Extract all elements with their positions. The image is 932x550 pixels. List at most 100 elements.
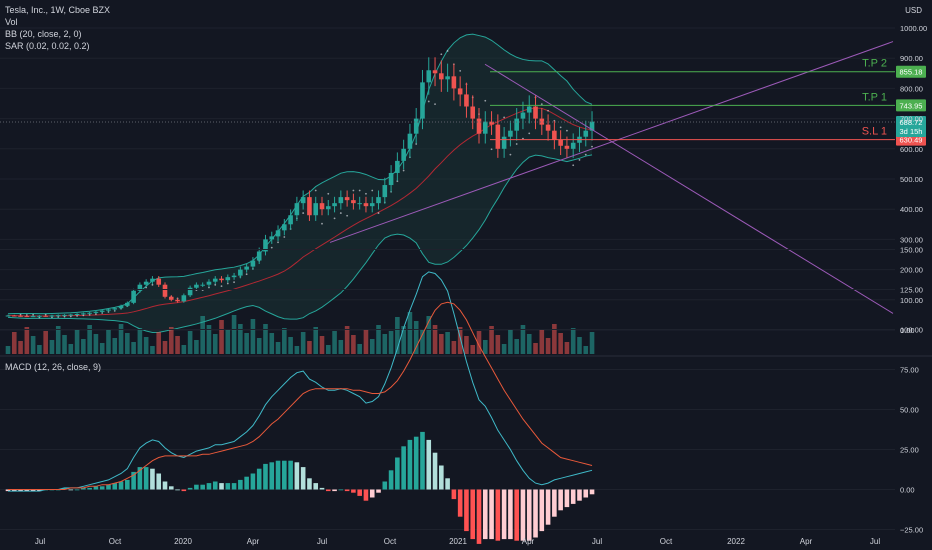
macd-histogram-bar	[514, 489, 519, 541]
x-tick-label: Apr	[522, 537, 535, 546]
macd-tick-label: 100.00	[900, 326, 923, 335]
volume-bar	[49, 340, 55, 354]
sar-dot	[277, 241, 279, 244]
macd-histogram-bar	[313, 483, 319, 490]
sar-dot	[32, 313, 35, 316]
candle-body	[413, 118, 419, 134]
candle-body	[401, 148, 406, 161]
macd-histogram-bar	[589, 489, 595, 495]
macd-histogram-bar	[81, 487, 86, 490]
volume-bar	[426, 316, 432, 354]
volume-bar	[539, 329, 545, 354]
sar-dot	[76, 315, 78, 317]
macd-histogram-bar	[162, 481, 168, 490]
candle-body	[482, 121, 488, 134]
macd-histogram-bar	[369, 489, 375, 498]
candle-body	[206, 281, 212, 285]
candle-body	[269, 236, 275, 240]
macd-histogram-bar	[263, 463, 268, 490]
level-label: S.L 1	[862, 126, 887, 138]
sar-dot	[352, 189, 355, 192]
volume-bar	[514, 339, 519, 354]
macd-histogram-bar	[194, 484, 199, 490]
macd-histogram-bar	[231, 483, 237, 490]
macd-histogram-bar	[118, 481, 124, 490]
macd-histogram-bar	[87, 487, 92, 490]
volume-bar	[552, 324, 557, 354]
volume-bar	[501, 344, 507, 354]
macd-histogram-bar	[382, 481, 388, 490]
volume-bar	[520, 325, 526, 354]
candle-body	[344, 197, 350, 201]
candle-body	[369, 203, 375, 207]
volume-bar	[577, 337, 582, 354]
candle-body	[451, 76, 457, 89]
volume-bar	[351, 335, 356, 354]
volume-bar	[37, 345, 42, 354]
volume-bar	[464, 336, 469, 354]
candle-body	[332, 203, 337, 207]
macd-histogram-bar	[439, 465, 444, 490]
volume-bar	[168, 327, 174, 354]
candle-body	[319, 203, 325, 210]
candle-body	[87, 312, 92, 314]
macd-histogram-bar	[5, 489, 11, 492]
sar-dot	[38, 316, 41, 319]
candle-body	[363, 203, 369, 207]
macd-histogram-bar	[269, 462, 275, 490]
macd-histogram-bar	[125, 479, 130, 490]
volume-bar	[307, 341, 312, 354]
price-tick-label: 800.00	[900, 84, 923, 93]
candle-body	[37, 315, 42, 317]
candle-body	[382, 185, 388, 198]
candle-body	[351, 200, 356, 204]
volume-bar	[256, 338, 262, 354]
sar-dot	[270, 246, 273, 249]
volume-bar	[526, 334, 532, 354]
volume-bar	[457, 327, 463, 354]
volume-bar	[388, 331, 394, 354]
candle-body	[5, 315, 11, 317]
level-price-tag-text: 743.95	[900, 101, 923, 110]
candle-body	[357, 203, 362, 205]
sar-dot	[208, 286, 210, 289]
macd-histogram-bar	[282, 460, 287, 490]
macd-histogram-bar	[413, 436, 419, 490]
candle-body	[200, 284, 205, 286]
volume-bar	[194, 340, 199, 354]
macd-histogram-bar	[294, 462, 300, 490]
x-tick-label: Jul	[317, 537, 327, 546]
x-tick-label: Oct	[660, 537, 673, 546]
legend-vol: Vol	[5, 17, 18, 27]
candle-body	[376, 197, 381, 204]
sar-dot	[327, 192, 330, 195]
candle-body	[156, 278, 162, 285]
last-price-tag	[896, 116, 926, 138]
sar-dot	[509, 153, 512, 156]
candle-body	[194, 284, 199, 288]
candle-body	[18, 315, 23, 317]
sar-dot	[415, 143, 418, 145]
candle-body	[263, 239, 268, 252]
volume-bar	[125, 333, 130, 354]
macd-histogram-bar	[482, 489, 488, 540]
sar-dot	[233, 281, 235, 284]
sar-dot	[358, 189, 361, 192]
candle-body	[30, 316, 36, 318]
macd-histogram-bar	[200, 484, 205, 490]
sar-dot	[365, 192, 367, 195]
candle-body	[143, 281, 149, 285]
macd-histogram-bar	[93, 486, 99, 490]
macd-histogram-bar	[464, 489, 469, 532]
macd-histogram-bar	[451, 489, 457, 500]
macd-histogram-bar	[520, 489, 526, 541]
macd-histogram-bar	[219, 483, 224, 490]
x-tick-label: 2020	[174, 537, 192, 546]
volume-bar	[225, 329, 231, 354]
sar-dot	[566, 129, 568, 132]
candle-body	[231, 275, 237, 278]
macd-histogram-bar	[256, 468, 262, 490]
candle-body	[300, 197, 306, 204]
candle-body	[464, 94, 469, 107]
